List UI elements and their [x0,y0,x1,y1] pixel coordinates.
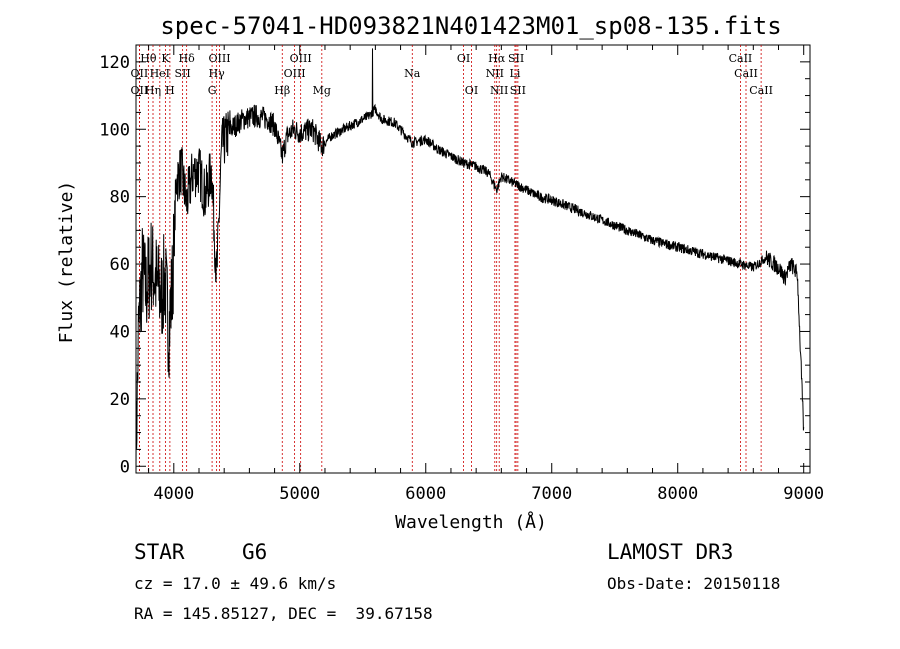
survey-name: LAMOST DR3 [607,540,734,564]
y-tick-label: 80 [110,188,130,208]
line-label: K [161,52,170,65]
line-label: SII [508,52,524,65]
line-label: OIII [290,52,312,65]
object-subclass: G6 [242,540,268,564]
y-tick-label: 20 [110,390,130,410]
coordinates: RA = 145.85127, DEC = 39.67158 [134,604,433,623]
line-label: Mg [313,84,331,97]
line-label: Hβ [274,84,290,97]
chart-title: spec-57041-HD093821N401423M01_sp08-135.f… [160,12,781,40]
line-label: CaII [734,67,758,80]
line-label: Hθ [140,52,157,65]
redshift-text: cz = 17.0 ± 49.6 km/s [134,574,337,593]
line-label: NII [486,67,504,80]
y-axis-label: Flux (relative) [56,181,77,344]
x-tick-label: 7000 [531,484,572,504]
line-label: SII [174,67,190,80]
line-label: Hα [488,52,506,65]
line-label: Hδ [179,52,196,65]
line-label: OI [457,52,470,65]
obs-date: Obs-Date: 20150118 [607,574,781,593]
x-tick-labels: 4000 5000 6000 7000 8000 9000 [153,484,824,504]
y-tick-label: 120 [99,53,130,73]
y-tick-label: 100 [99,120,130,140]
spectrum-chart: spec-57041-HD093821N401423M01_sp08-135.f… [56,12,824,533]
plot-frame [135,44,811,474]
line-label: Li [510,67,521,80]
x-tick-label: 4000 [153,484,194,504]
spectrum-line [135,48,805,474]
x-tick-label: 6000 [405,484,446,504]
line-label: Hγ [209,67,226,80]
line-label: OII [131,84,149,97]
x-tick-label: 8000 [657,484,698,504]
line-label: HeI [150,67,170,80]
line-label: NII [490,84,508,97]
line-label: OI [465,84,478,97]
y-tick-label: 0 [120,457,130,477]
line-label: OIII [208,52,230,65]
line-label: SII [510,84,526,97]
line-label: OIII [284,67,306,80]
line-markers [139,45,762,473]
line-label: CaII [729,52,753,65]
y-tick-labels: 0 20 40 60 80 100 120 [99,53,130,477]
line-label: H [165,84,175,97]
x-axis-label: Wavelength (Å) [395,511,547,533]
x-tick-label: 5000 [279,484,320,504]
object-type: STAR [134,540,185,564]
line-label: G [208,84,217,97]
line-label: Na [404,67,421,80]
line-label: CaII [749,84,773,97]
line-label: Hη [145,84,161,97]
x-tick-label: 9000 [783,484,824,504]
y-tick-label: 40 [110,322,130,342]
line-label: OII [131,67,149,80]
axis-ticks [136,45,810,473]
y-tick-label: 60 [110,255,130,275]
